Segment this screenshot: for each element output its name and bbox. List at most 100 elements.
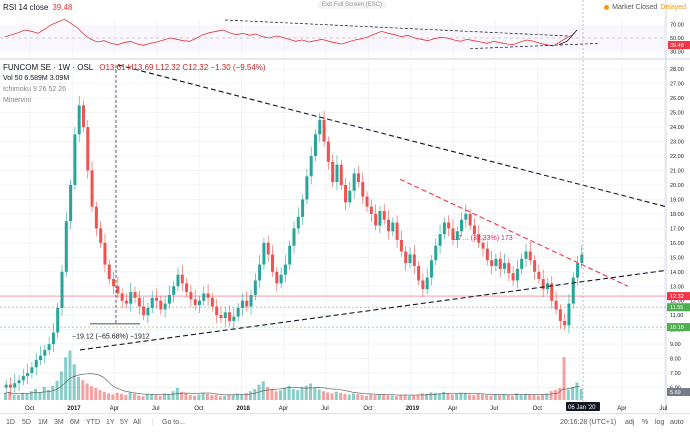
- candle-body: [352, 173, 356, 191]
- volume-bar: [210, 395, 214, 400]
- rise-measure-label: 1.7… (32.33%) 173: [452, 235, 513, 242]
- candle-body: [408, 254, 412, 264]
- y-tick-label: 9.00: [670, 342, 681, 348]
- candle-body: [167, 294, 171, 304]
- candle-body: [468, 213, 472, 226]
- timeframe-3m[interactable]: 3M: [54, 419, 64, 426]
- candle-body: [69, 184, 73, 222]
- candle-body: [288, 245, 292, 265]
- volume-bar: [184, 393, 188, 400]
- candle-body: [197, 300, 201, 306]
- candle-body: [524, 251, 528, 259]
- candle-body: [26, 373, 30, 376]
- volume-bar: [373, 395, 377, 400]
- volume-bar: [59, 371, 63, 400]
- volume-bar: [162, 393, 166, 400]
- y-tick-label: 20.00: [670, 183, 684, 189]
- adj-toggle[interactable]: adj: [625, 419, 635, 426]
- candle-body: [73, 134, 77, 185]
- candle-body: [77, 105, 81, 135]
- auto-toggle[interactable]: auto: [670, 419, 684, 426]
- market-status-text: Market Closed: [612, 4, 658, 11]
- volume-bar: [55, 380, 59, 400]
- volume-bar: [455, 393, 459, 400]
- volume-bar: [29, 391, 33, 400]
- timeframe-1y[interactable]: 1Y: [106, 419, 115, 426]
- candle-body: [421, 280, 425, 290]
- candle-body: [348, 190, 352, 203]
- candle-body: [56, 307, 60, 333]
- x-tick-label: Oct: [25, 406, 35, 412]
- timeframe-1m[interactable]: 1M: [38, 419, 48, 426]
- volume-bar: [46, 390, 50, 400]
- candle-body: [124, 300, 128, 304]
- volume-legend[interactable]: Vol 50 6.589M 3.09M: [3, 75, 70, 82]
- x-tick-label: Apr: [448, 406, 457, 412]
- volume-bar: [141, 396, 145, 400]
- volume-bar: [523, 393, 527, 400]
- volume-bar: [480, 394, 484, 400]
- volume-bar: [94, 387, 98, 400]
- volume-bar: [562, 357, 566, 400]
- candle-body: [94, 206, 98, 229]
- candle-body: [494, 258, 498, 266]
- volume-bar: [416, 394, 420, 400]
- ichimoku-legend[interactable]: Ichimoku 9 26 52 26: [3, 86, 67, 93]
- volume-bar: [197, 394, 201, 400]
- candle-body: [202, 293, 206, 301]
- candle-body: [47, 344, 51, 350]
- timeframe-5d[interactable]: 5D: [22, 419, 31, 426]
- volume-bar: [296, 390, 300, 400]
- volume-bar: [25, 393, 29, 400]
- volume-bar: [450, 394, 454, 400]
- timeframe-1d[interactable]: 1D: [6, 419, 15, 426]
- minervini-legend[interactable]: Minervini: [3, 97, 32, 104]
- candle-body: [129, 292, 133, 304]
- timeframe-6m[interactable]: 6M: [70, 419, 80, 426]
- rsi-price-label-bg: [668, 41, 690, 50]
- candle-body: [133, 292, 137, 298]
- log-toggle[interactable]: log: [655, 419, 665, 426]
- rsi-y-tick-label: 70.00: [670, 23, 684, 29]
- volume-bar: [407, 395, 411, 400]
- candle-body: [339, 164, 343, 185]
- candle-body: [206, 293, 210, 298]
- timeframe-5y[interactable]: 5Y: [120, 419, 129, 426]
- y-tick-label: 15.00: [670, 255, 684, 261]
- volume-bar: [343, 393, 347, 400]
- volume-bar: [429, 392, 433, 400]
- volume-bar: [382, 394, 386, 400]
- volume-bar: [549, 391, 553, 400]
- y-tick-label: 16.00: [670, 241, 684, 247]
- goto-button[interactable]: Go to...: [162, 419, 185, 426]
- candle-body: [554, 300, 558, 310]
- exit-fullscreen-button[interactable]: Exit Full Screen (ESC): [318, 1, 387, 9]
- price-label: 10.18: [670, 325, 684, 331]
- rsi-upper-trendline: [224, 19, 569, 37]
- symbol-title[interactable]: FUNCOM SE · 1W · OSL: [3, 63, 94, 72]
- volume-bar: [145, 394, 149, 400]
- candle-body: [51, 332, 55, 345]
- candle-body: [150, 297, 154, 308]
- percent-toggle[interactable]: %: [642, 419, 649, 426]
- candle-body: [365, 196, 369, 207]
- candle-body: [391, 222, 395, 232]
- candle-body: [253, 280, 257, 295]
- price-label: 5.69: [670, 390, 681, 396]
- y-tick-label: 25.00: [670, 111, 684, 117]
- candle-body: [515, 268, 519, 281]
- candle-body: [322, 119, 326, 142]
- volume-bar: [360, 395, 364, 400]
- x-tick-label: Jul: [152, 406, 160, 412]
- toolbar-divider: |: [152, 419, 154, 426]
- candle-body: [249, 294, 253, 307]
- candle-body: [404, 251, 408, 264]
- x-tick-label: 2017: [67, 406, 81, 412]
- timeframe-ytd[interactable]: YTD: [86, 419, 100, 426]
- volume-bar: [390, 395, 394, 400]
- volume-bar: [394, 396, 398, 400]
- timeframe-all[interactable]: All: [133, 419, 141, 426]
- delayed-badge: Delayed: [660, 4, 686, 11]
- candle-body: [34, 360, 38, 368]
